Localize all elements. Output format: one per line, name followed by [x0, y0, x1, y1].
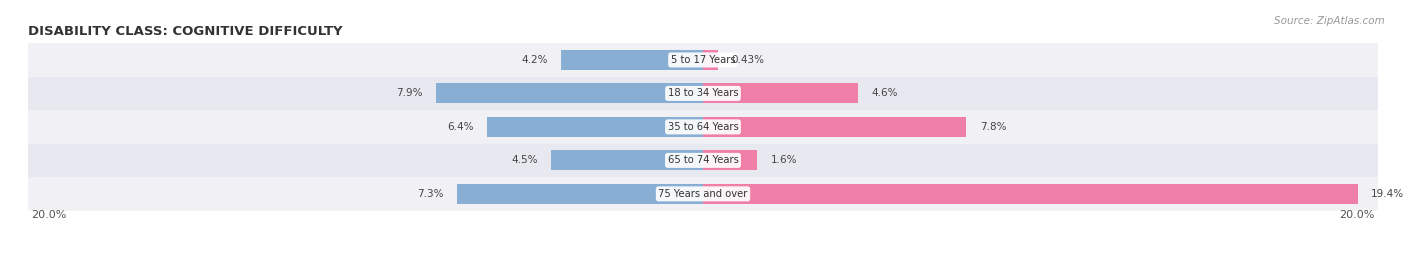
Bar — [551, 150, 703, 170]
Bar — [703, 150, 756, 170]
Text: 35 to 64 Years: 35 to 64 Years — [668, 122, 738, 132]
Bar — [561, 50, 703, 70]
Bar — [457, 184, 703, 204]
Bar — [703, 117, 966, 137]
Bar — [703, 83, 858, 103]
FancyBboxPatch shape — [28, 43, 1378, 77]
FancyBboxPatch shape — [28, 77, 1378, 110]
Text: 0.43%: 0.43% — [731, 55, 763, 65]
FancyBboxPatch shape — [28, 144, 1378, 177]
Text: 5 to 17 Years: 5 to 17 Years — [671, 55, 735, 65]
Text: DISABILITY CLASS: COGNITIVE DIFFICULTY: DISABILITY CLASS: COGNITIVE DIFFICULTY — [28, 25, 343, 38]
Text: 4.6%: 4.6% — [872, 88, 898, 99]
FancyBboxPatch shape — [28, 110, 1378, 144]
Text: 7.9%: 7.9% — [396, 88, 423, 99]
Bar — [486, 117, 703, 137]
Text: 7.8%: 7.8% — [980, 122, 1007, 132]
Bar — [436, 83, 703, 103]
Text: 19.4%: 19.4% — [1371, 189, 1405, 199]
Text: 65 to 74 Years: 65 to 74 Years — [668, 155, 738, 166]
FancyBboxPatch shape — [28, 177, 1378, 211]
Text: 4.2%: 4.2% — [522, 55, 548, 65]
Text: 6.4%: 6.4% — [447, 122, 474, 132]
Bar — [703, 50, 717, 70]
Text: 75 Years and over: 75 Years and over — [658, 189, 748, 199]
Text: 7.3%: 7.3% — [416, 189, 443, 199]
Text: 20.0%: 20.0% — [31, 210, 67, 220]
Bar — [703, 184, 1358, 204]
Text: 4.5%: 4.5% — [512, 155, 537, 166]
Text: 1.6%: 1.6% — [770, 155, 797, 166]
Text: Source: ZipAtlas.com: Source: ZipAtlas.com — [1274, 16, 1385, 26]
Text: 18 to 34 Years: 18 to 34 Years — [668, 88, 738, 99]
Text: 20.0%: 20.0% — [1339, 210, 1375, 220]
